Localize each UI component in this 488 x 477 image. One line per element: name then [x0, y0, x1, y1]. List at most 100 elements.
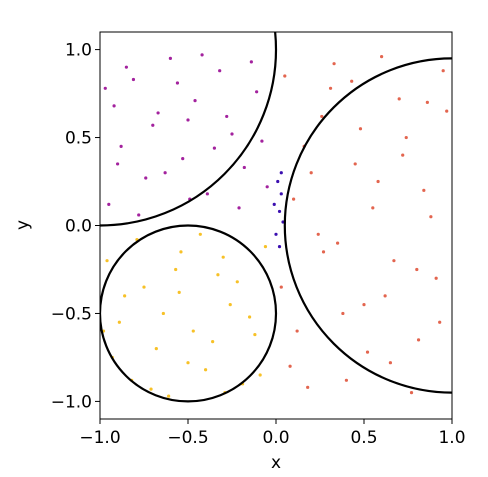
point	[200, 53, 204, 57]
point	[218, 69, 222, 73]
point	[344, 378, 348, 382]
point	[353, 162, 357, 166]
circle-outline	[100, 32, 278, 227]
point	[265, 185, 269, 189]
point	[279, 285, 283, 289]
point	[144, 176, 148, 180]
y-tick-label: −0.5	[51, 304, 92, 324]
point	[177, 290, 181, 294]
point	[441, 69, 445, 73]
point	[103, 86, 107, 90]
x-tick-label: 1.0	[438, 428, 465, 448]
point	[116, 162, 120, 166]
point	[255, 90, 259, 94]
x-tick-label: 0.5	[350, 428, 377, 448]
point	[161, 311, 165, 316]
point	[401, 153, 405, 157]
point	[167, 394, 171, 398]
point	[358, 127, 363, 131]
point	[119, 144, 123, 148]
point	[276, 179, 280, 184]
point	[112, 104, 116, 108]
point	[397, 97, 401, 101]
point	[156, 111, 160, 115]
point	[186, 118, 190, 122]
point	[332, 62, 336, 66]
point	[124, 65, 128, 69]
point	[425, 100, 429, 104]
point	[174, 267, 178, 272]
x-axis-label: x	[271, 453, 281, 473]
point	[142, 285, 146, 289]
point	[168, 56, 172, 60]
circle-outline	[100, 224, 278, 403]
point	[225, 114, 229, 119]
point	[137, 213, 141, 217]
point	[230, 132, 234, 136]
point	[404, 135, 408, 140]
y-tick-label: 0.0	[65, 217, 92, 237]
y-axis-label: y	[13, 220, 33, 230]
point	[336, 241, 340, 245]
circle-outline	[283, 57, 452, 394]
point	[249, 60, 253, 64]
point	[416, 338, 421, 342]
point	[216, 273, 220, 277]
point	[274, 232, 278, 236]
point	[204, 368, 208, 372]
point	[328, 86, 333, 90]
point	[388, 361, 392, 365]
point	[242, 165, 246, 170]
point	[362, 303, 366, 307]
point	[154, 347, 158, 351]
point	[283, 74, 287, 78]
y-tick-label: 1.0	[65, 41, 92, 61]
point	[211, 340, 215, 344]
x-tick-label: −0.5	[167, 428, 208, 448]
point	[149, 387, 153, 391]
point	[277, 209, 282, 214]
point	[277, 245, 282, 249]
point	[272, 202, 276, 206]
point	[341, 311, 345, 316]
y-tick-label: 0.5	[65, 129, 92, 149]
point	[163, 171, 167, 175]
point	[409, 391, 414, 395]
point	[237, 206, 241, 210]
point	[107, 202, 111, 206]
point	[316, 232, 320, 236]
point	[392, 259, 396, 263]
point	[105, 259, 109, 263]
point	[279, 171, 283, 175]
point	[198, 232, 202, 236]
point	[117, 320, 121, 324]
point	[221, 255, 225, 259]
point	[429, 215, 433, 219]
point	[292, 197, 296, 201]
point	[186, 361, 190, 365]
point	[151, 123, 155, 127]
point	[258, 373, 262, 377]
point	[445, 109, 449, 113]
point	[131, 77, 136, 82]
point	[288, 364, 292, 368]
point	[123, 294, 127, 298]
point	[253, 332, 257, 337]
point	[320, 114, 324, 119]
point	[321, 250, 326, 254]
axes-frame	[99, 31, 453, 420]
point	[306, 385, 310, 389]
point	[205, 192, 209, 196]
y-tick-label: −1.0	[51, 392, 92, 412]
point	[179, 250, 183, 254]
point	[260, 139, 264, 143]
point	[380, 55, 384, 59]
point	[350, 79, 354, 83]
point	[228, 303, 232, 307]
point	[279, 192, 283, 196]
point	[415, 267, 419, 272]
point	[248, 315, 252, 319]
point	[365, 350, 370, 354]
point	[181, 157, 185, 161]
